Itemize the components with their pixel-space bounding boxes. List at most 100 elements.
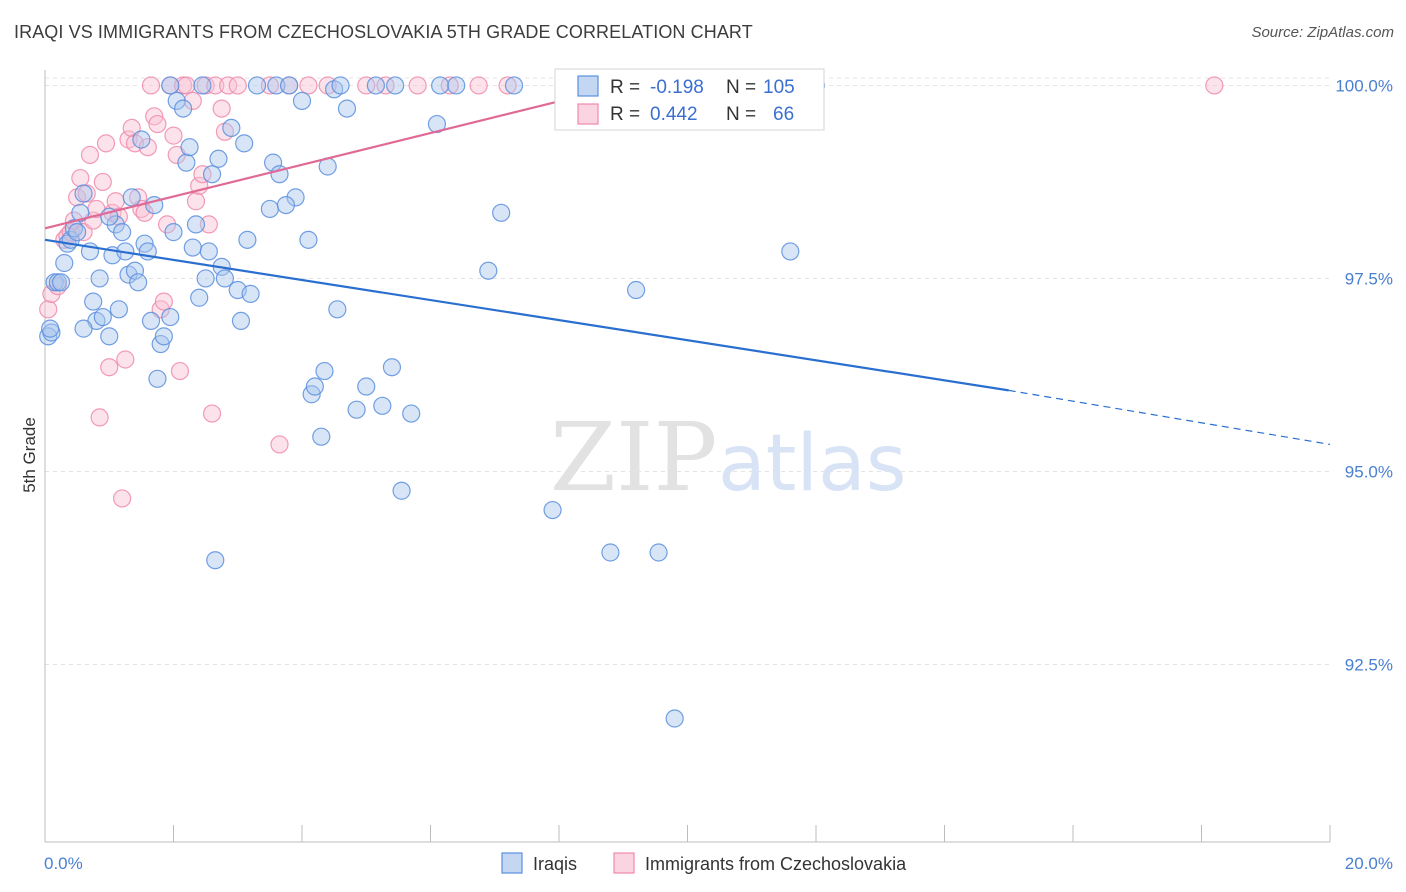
iraqi-point-71 [328,300,347,319]
iraqi-point-53 [235,134,254,153]
iraqi-point-20 [109,300,128,319]
iraqi-trend-line [44,238,1009,392]
iraqi-point-5 [55,253,74,273]
czech-point-47 [199,215,218,234]
iraqi-point-59 [267,76,286,95]
czech-point-37 [164,126,183,145]
x-tick-label-0: 0.0% [44,854,83,873]
legend-n-label-1: N = [726,77,756,98]
iraqi-point-61 [280,76,299,95]
iraqi-point-43 [196,269,215,288]
x-tick-labels: 0.0% 20.0% [44,854,1393,873]
iraqi-point-98 [74,319,93,338]
iraqi-point-37 [174,99,193,118]
iraqi-point-21 [112,223,132,242]
axes [44,70,1331,843]
iraqi-point-64 [299,230,318,249]
iraqi-point-55 [241,284,260,303]
czech-point-19 [106,192,125,211]
iraqi-point-45 [202,165,222,184]
iraqi-point-102 [132,130,151,149]
iraqi-point-16 [93,307,112,327]
iraqi-point-10 [71,203,90,222]
iraqi-point-80 [392,481,411,500]
iraqi-point-81 [402,404,421,423]
y-tick-label-0: 100.0% [1335,76,1393,95]
iraqi-point-87 [504,76,524,95]
czech-point-62 [440,76,459,95]
iraqi-point-4 [51,273,71,292]
bottom-legend-label-iraqis: Iraqis [533,854,577,874]
iraqi-point-49 [215,269,234,288]
czech-point-54 [260,76,279,95]
iraqi-point-39 [180,138,199,157]
iraqi-point-86 [492,203,511,222]
watermark: ZIP atlas [550,403,907,513]
czech-point-52 [219,76,238,95]
series-legend: Iraqis Immigrants from Czechoslovakia [501,852,907,874]
czech-point-41 [177,76,196,95]
legend-swatch-iraqis [577,75,599,97]
iraqi-point-54 [238,230,257,249]
iraqi-point-95 [781,242,800,261]
iraqi-trend-extension [1008,389,1331,446]
iraqi-point-26 [129,273,148,292]
iraqi-point-85 [479,261,498,280]
legend-n-label-2: N = [726,104,756,125]
iraqi-point-66 [305,377,324,396]
iraqi-point-74 [347,400,366,419]
iraqi-point-15 [90,269,109,288]
iraqi-point-50 [222,118,241,138]
legend-swatch-czech [577,103,599,125]
iraqi-point-17 [100,327,119,346]
czech-point-32 [148,114,167,134]
czech-point-61 [408,76,427,95]
x-tick-label-1: 20.0% [1345,854,1393,873]
iraqi-point-100 [276,196,296,215]
iraqi-point-52 [231,311,251,330]
y-axis-label: 5th Grade [20,417,39,493]
iraqi-point-47 [209,149,228,168]
gridlines [45,77,1330,665]
watermark-zip: ZIP [550,403,717,513]
iraqi-point-77 [373,396,392,415]
bottom-legend-swatch-czech [613,852,635,874]
iraqi-point-83 [431,76,450,95]
iraqi-point-56 [247,76,267,95]
chart-title: IRAQI VS IMMIGRANTS FROM CZECHOSLOVAKIA … [14,22,753,42]
czech-point-42 [183,91,202,110]
iraqi-point-29 [141,311,161,330]
iraqi-point-99 [193,76,212,95]
czech-point-48 [202,404,222,423]
czech-point-50 [212,99,231,118]
czech-point-53 [228,76,247,95]
iraqi-point-67 [312,427,331,446]
iraqi-point-41 [186,215,206,234]
legend-n-value-1: 105 [763,77,795,98]
czech-point-30 [141,76,161,95]
y-tick-label-1: 97.5% [1345,269,1393,288]
iraqi-point-34 [161,307,180,327]
czech-point-65 [1205,76,1224,95]
iraqi-point-78 [382,358,402,377]
legend-n-value-2: 66 [773,104,794,125]
czech-point-14 [90,408,109,427]
iraqi-point-31 [148,369,167,388]
iraqi-point-92 [626,280,646,300]
trend-lines [44,84,1331,446]
iraqi-points [39,76,826,728]
czech-point-0 [39,300,58,319]
iraqi-point-76 [366,76,385,95]
iraqi-point-11 [74,184,93,203]
legend-r-value-2: 0.442 [650,104,698,125]
czech-point-22 [116,350,135,369]
czech-point-60 [376,76,395,95]
iraqi-point-75 [357,377,376,396]
iraqi-point-33 [154,327,173,346]
czech-point-15 [93,172,112,192]
czech-point-11 [80,145,100,165]
czech-point-34 [154,292,173,311]
czech-trend-line [44,84,624,230]
iraqi-point-72 [331,76,350,95]
